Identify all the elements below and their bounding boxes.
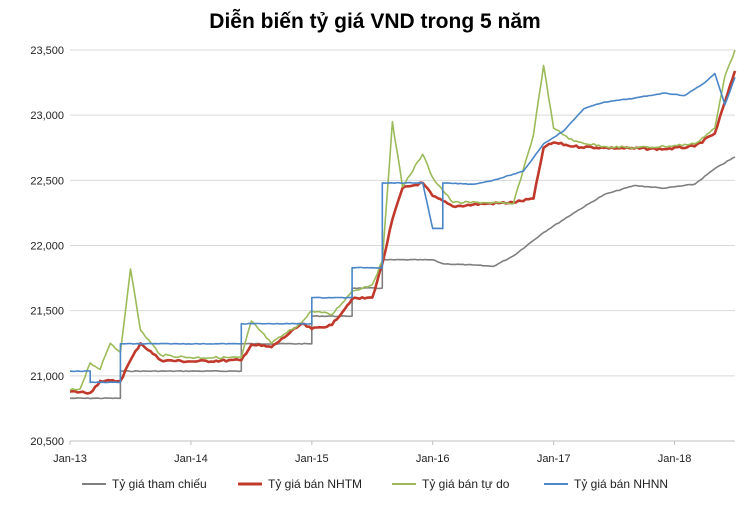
series-line [69, 70, 737, 395]
x-tick-label: Jan-14 [174, 453, 208, 465]
y-tick-label: 23,500 [30, 45, 64, 57]
x-tick-label: Jan-16 [416, 453, 450, 465]
x-tick-label: Jan-15 [295, 453, 329, 465]
x-tick-label: Jan-13 [53, 453, 87, 465]
series-lines [69, 49, 737, 400]
y-tick-label: 21,500 [30, 306, 64, 318]
x-tick-label: Jan-17 [537, 453, 571, 465]
y-tick-label: 21,000 [30, 371, 64, 383]
y-tick-label: 23,000 [30, 110, 64, 122]
series-line [69, 49, 736, 391]
legend-label: Tỷ giá bán tự do [422, 477, 510, 491]
y-tick-label: 20,500 [30, 436, 64, 448]
legend-label: Tỷ giá bán NHNN [574, 477, 668, 491]
y-tick-label: 22,000 [30, 241, 64, 253]
legend: Tỷ giá tham chiếu Tỷ giá bán NHTM Tỷ giá b… [82, 477, 668, 491]
x-tick-label: Jan-18 [658, 453, 692, 465]
axes: 20,500 21,000 21,500 22,000 22,500 23,000 23,5… [30, 45, 735, 465]
chart-title: Diễn biến tỷ giá VND trong 5 năm [209, 10, 541, 33]
legend-label: Tỷ giá tham chiếu [112, 477, 207, 491]
y-tick-label: 22,500 [30, 175, 64, 187]
series-line [69, 72, 736, 384]
grid-lines [70, 49, 735, 442]
series-line [69, 156, 736, 400]
legend-label: Tỷ giá bán NHTM [268, 477, 362, 491]
